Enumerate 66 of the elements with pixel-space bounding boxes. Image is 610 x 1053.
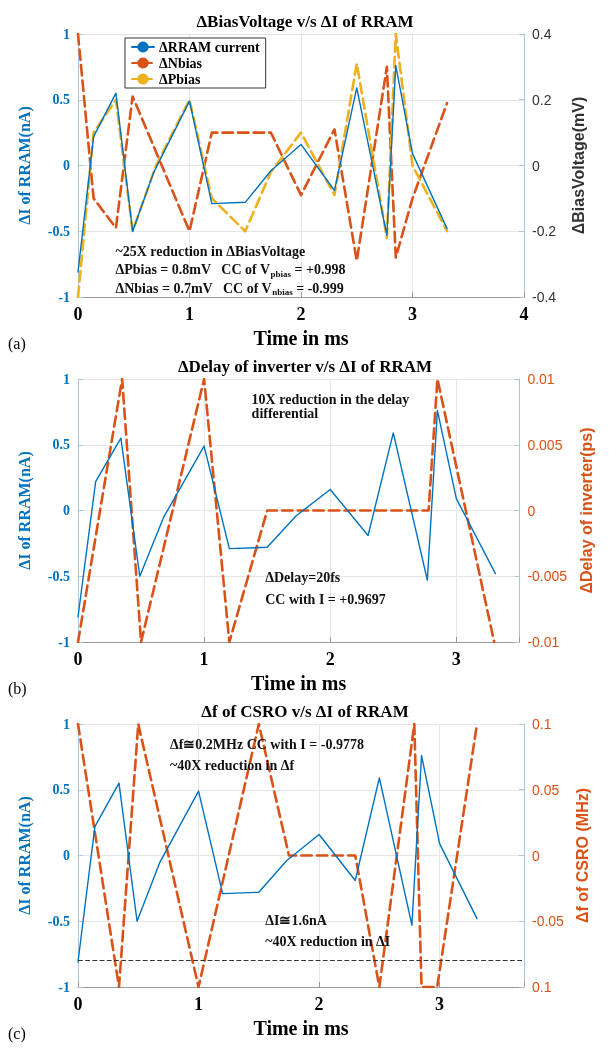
chart-title: ΔDelay of inverter v/s ΔI of RRAM bbox=[177, 357, 433, 376]
y2-tick-label: 0.005 bbox=[527, 436, 563, 453]
y2-tick-label: 0.05 bbox=[532, 781, 560, 798]
annotation: ~25X reduction in ΔBiasVoltage bbox=[115, 243, 306, 259]
legend-label: ΔNbias bbox=[159, 55, 203, 71]
y2-tick-label: 0 bbox=[527, 502, 536, 519]
y2-tick-label: 0.4 bbox=[532, 26, 552, 42]
annotation: 10X reduction in the delay differential bbox=[251, 391, 413, 421]
y2-tick-label: 0.01 bbox=[527, 371, 555, 387]
y-tick-label: -0.5 bbox=[47, 223, 70, 239]
x-axis-title: Time in ms bbox=[253, 1016, 349, 1039]
line-series bbox=[77, 409, 497, 618]
y2-tick-label: 0.2 bbox=[532, 91, 552, 108]
text: (a) bbox=[8, 334, 26, 353]
x-tick-label: 1 bbox=[185, 304, 194, 324]
x-tick-label: 1 bbox=[194, 994, 204, 1014]
y-tick-label: 1 bbox=[63, 716, 70, 732]
y2-tick-label: 0.1 bbox=[532, 979, 552, 995]
y-tick-label: 0 bbox=[63, 848, 70, 863]
x-tick-label: 3 bbox=[451, 649, 461, 669]
chart-title: Δf of CSRO v/s ΔI of RRAM bbox=[201, 702, 409, 721]
y-axis-title: ΔI of RRAM(nA) bbox=[15, 796, 34, 915]
annotation: CC with I = +0.9697 bbox=[265, 591, 386, 607]
legend-label: ΔPbias bbox=[159, 71, 201, 87]
y2-tick-label: -0.2 bbox=[532, 223, 557, 240]
x-axis-title: Time in ms bbox=[253, 326, 349, 349]
x-tick-label: 2 bbox=[296, 304, 306, 324]
x-tick-label: 3 bbox=[408, 304, 417, 324]
y2-tick-label: 0 bbox=[532, 847, 540, 864]
x-tick-label: 2 bbox=[325, 649, 335, 669]
y-tick-label: 1 bbox=[63, 371, 70, 387]
y-axis-title: ΔI of RRAM(nA) bbox=[15, 106, 34, 225]
legend-label: ΔRRAM current bbox=[159, 39, 260, 55]
y2-tick-label: 0 bbox=[532, 157, 540, 174]
y2-tick-label: -0.01 bbox=[527, 634, 560, 650]
y-tick-label: 0.5 bbox=[52, 92, 70, 108]
line-series bbox=[77, 754, 478, 963]
y-tick-label: 0 bbox=[63, 158, 70, 173]
y2-tick-label: -0.05 bbox=[532, 913, 565, 930]
chart-title: ΔBiasVoltage v/s ΔI of RRAM bbox=[196, 12, 414, 31]
y-tick-label: 0.5 bbox=[52, 782, 70, 798]
annotation: ~40X reduction in ΔI bbox=[265, 933, 391, 949]
y-tick-label: -1 bbox=[58, 979, 70, 995]
y-tick-label: -0.5 bbox=[47, 913, 70, 929]
y2-tick-label: 0.1 bbox=[532, 716, 552, 732]
y-tick-label: -1 bbox=[58, 289, 70, 305]
y-tick-label: 0 bbox=[63, 503, 70, 518]
y-axis-title: ΔI of RRAM(nA) bbox=[15, 451, 34, 570]
text: (c) bbox=[8, 1024, 26, 1043]
x-tick-label: 4 bbox=[519, 304, 529, 324]
annotation: ΔDelay=20fs bbox=[265, 570, 341, 586]
y2-tick-label: -0.4 bbox=[532, 289, 557, 305]
text: (b) bbox=[8, 679, 27, 698]
y-tick-label: 0.5 bbox=[52, 437, 70, 453]
y-tick-label: -0.5 bbox=[47, 568, 70, 584]
x-tick-label: 2 bbox=[314, 994, 324, 1014]
x-tick-label: 3 bbox=[435, 994, 445, 1014]
y-tick-label: 1 bbox=[63, 26, 70, 42]
y2-axis-title: ΔDelay of inverter(ps) bbox=[577, 427, 595, 594]
y2-axis-title: ΔBiasVoltage(mV) bbox=[569, 96, 587, 235]
x-tick-label: 1 bbox=[199, 649, 209, 669]
x-axis-title: Time in ms bbox=[251, 671, 347, 694]
y2-tick-label: -0.005 bbox=[527, 568, 568, 585]
annotation: ΔI≅1.6nA bbox=[265, 912, 328, 928]
y2-axis-title: Δf of CSRO (MHz) bbox=[574, 787, 592, 924]
y-tick-label: -1 bbox=[58, 634, 70, 650]
